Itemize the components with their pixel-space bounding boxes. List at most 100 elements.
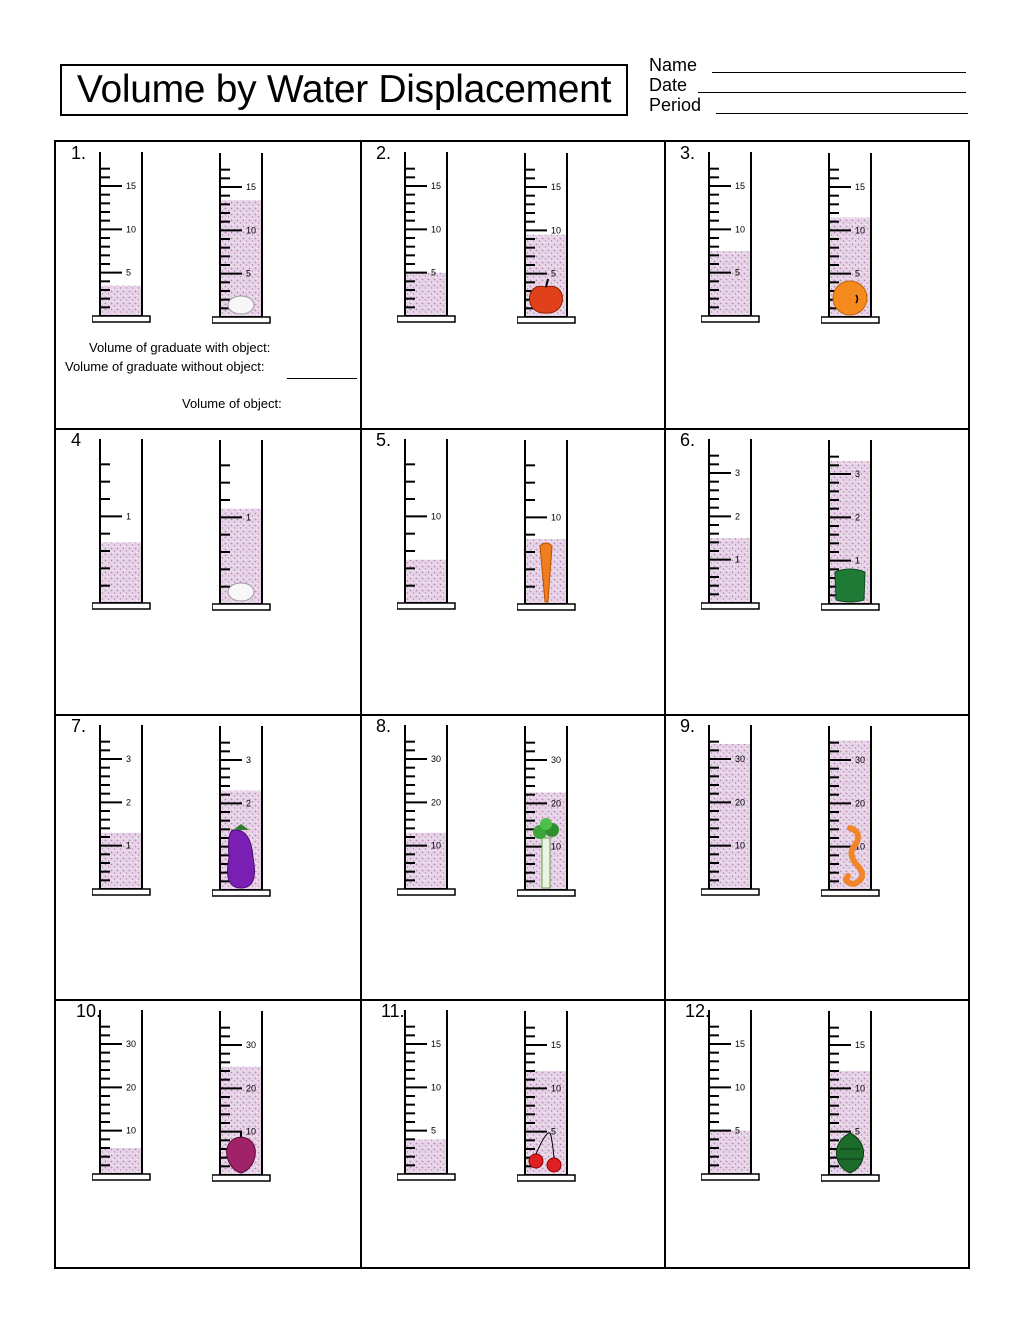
scale-label: 10 bbox=[431, 841, 441, 851]
celery-icon bbox=[533, 818, 559, 889]
scale-label: 30 bbox=[246, 1040, 256, 1050]
date-field[interactable] bbox=[698, 92, 966, 93]
period-field[interactable] bbox=[716, 113, 968, 114]
page-title: Volume by Water Displacement bbox=[76, 68, 612, 111]
scale-label: 10 bbox=[246, 225, 256, 235]
scale-label: 15 bbox=[735, 1039, 745, 1049]
orange-icon bbox=[832, 280, 868, 316]
water-level bbox=[709, 743, 751, 889]
cylinder-with-object: 5 10 15 bbox=[517, 1011, 576, 1182]
water-level bbox=[405, 559, 447, 603]
scale-label: 10 bbox=[735, 1082, 745, 1092]
pepper-icon bbox=[834, 568, 866, 603]
scale-label: 1 bbox=[246, 512, 251, 522]
problem-cell: 4 1 1 bbox=[56, 429, 361, 715]
cylinder-base bbox=[397, 602, 456, 610]
cylinder-without-object: 10 20 30 bbox=[397, 725, 456, 896]
cylinder-base bbox=[701, 1173, 760, 1181]
instruction-object-volume: Volume of object: bbox=[182, 396, 282, 411]
water-level bbox=[709, 538, 751, 603]
cylinder-base bbox=[397, 888, 456, 896]
scale-label: 5 bbox=[551, 1127, 556, 1137]
cylinder-base bbox=[212, 889, 271, 897]
scale-label: 15 bbox=[735, 181, 745, 191]
cylinder-base bbox=[821, 889, 880, 897]
scale-label: 5 bbox=[551, 269, 556, 279]
date-label: Date bbox=[649, 75, 688, 95]
scale-label: 10 bbox=[126, 1126, 136, 1136]
scale-label: 10 bbox=[126, 224, 136, 234]
water-level bbox=[709, 251, 751, 316]
scale-label: 10 bbox=[735, 224, 745, 234]
cylinder-with-object: 1 bbox=[212, 440, 271, 611]
cylinder-base bbox=[92, 602, 151, 610]
scale-label: 30 bbox=[551, 755, 561, 765]
scale-label: 10 bbox=[431, 1082, 441, 1092]
cylinder-with-object: 123 bbox=[212, 726, 271, 897]
problem-cell: 11. 5 10 15 5 10 15 bbox=[361, 1000, 666, 1286]
cylinder-base bbox=[212, 603, 271, 611]
problem-number: 1. bbox=[71, 143, 87, 163]
cylinder-with-object: 10 bbox=[517, 440, 576, 611]
scale-label: 10 bbox=[431, 511, 441, 521]
cherries-icon bbox=[528, 1132, 562, 1173]
problem-number: 11. bbox=[381, 1001, 405, 1021]
problem-cell: 5. 10 10 bbox=[361, 429, 666, 715]
water-level bbox=[100, 542, 142, 603]
cylinder-without-object: 1 bbox=[92, 439, 151, 610]
grid-divider bbox=[56, 428, 968, 430]
cylinder-base bbox=[517, 316, 576, 324]
scale-label: 2 bbox=[735, 511, 740, 521]
cylinder-base bbox=[821, 1174, 880, 1182]
scale-label: 3 bbox=[126, 754, 131, 764]
scale-label: 5 bbox=[126, 268, 131, 278]
name-field[interactable] bbox=[712, 72, 966, 73]
scale-label: 30 bbox=[855, 755, 865, 765]
problem-cell: 10. 10 20 30 10 20 30 bbox=[56, 1000, 361, 1286]
scale-label: 15 bbox=[431, 1039, 441, 1049]
problem-grid bbox=[54, 140, 970, 1269]
water-level bbox=[405, 272, 447, 316]
cylinder-with-object: 10 20 30 bbox=[821, 726, 880, 897]
scale-label: 15 bbox=[855, 1040, 865, 1050]
water-level bbox=[829, 740, 871, 890]
scale-label: 5 bbox=[431, 268, 436, 278]
scale-label: 10 bbox=[551, 512, 561, 522]
scale-label: 10 bbox=[551, 225, 561, 235]
title-box: Volume by Water Displacement bbox=[60, 64, 628, 116]
problem-number: 8. bbox=[376, 716, 392, 736]
scale-label: 10 bbox=[735, 841, 745, 851]
scale-label: 10 bbox=[855, 225, 865, 235]
scale-label: 15 bbox=[551, 1040, 561, 1050]
cylinder-without-object: 10 20 30 bbox=[92, 1010, 151, 1181]
cylinder-base bbox=[397, 315, 456, 323]
cylinder-base bbox=[517, 1174, 576, 1182]
scale-label: 5 bbox=[246, 269, 251, 279]
egg-icon bbox=[227, 582, 255, 602]
problem-number: 7. bbox=[71, 716, 87, 736]
problem-number: 4 bbox=[71, 430, 82, 450]
scale-label: 1 bbox=[855, 556, 860, 566]
scale-label: 5 bbox=[735, 268, 740, 278]
scale-label: 10 bbox=[431, 224, 441, 234]
scale-label: 10 bbox=[246, 1127, 256, 1137]
scale-label: 15 bbox=[246, 182, 256, 192]
scale-label: 30 bbox=[126, 1039, 136, 1049]
instruction-with-object: Volume of graduate with object: bbox=[89, 340, 271, 355]
problem-cell: 3. 5 10 15 5 10 15 bbox=[665, 142, 970, 428]
problem-cell: 8. 10 20 30 10 20 30 bbox=[361, 715, 666, 1001]
cylinder-base bbox=[212, 316, 271, 324]
scale-label: 5 bbox=[855, 1127, 860, 1137]
cylinder-base bbox=[701, 315, 760, 323]
cylinder-without-object: 1 2 3 bbox=[701, 439, 760, 610]
scale-label: 10 bbox=[551, 842, 561, 852]
cylinder-with-object: 5 10 15 bbox=[517, 153, 576, 324]
water-level bbox=[709, 1130, 751, 1174]
beet-icon bbox=[226, 1131, 256, 1174]
scale-label: 15 bbox=[855, 182, 865, 192]
scale-label: 20 bbox=[246, 1083, 256, 1093]
answer-line[interactable] bbox=[287, 378, 357, 379]
problem-number: 10. bbox=[76, 1001, 102, 1021]
grid-divider bbox=[56, 714, 968, 716]
period-label: Period bbox=[649, 95, 702, 115]
